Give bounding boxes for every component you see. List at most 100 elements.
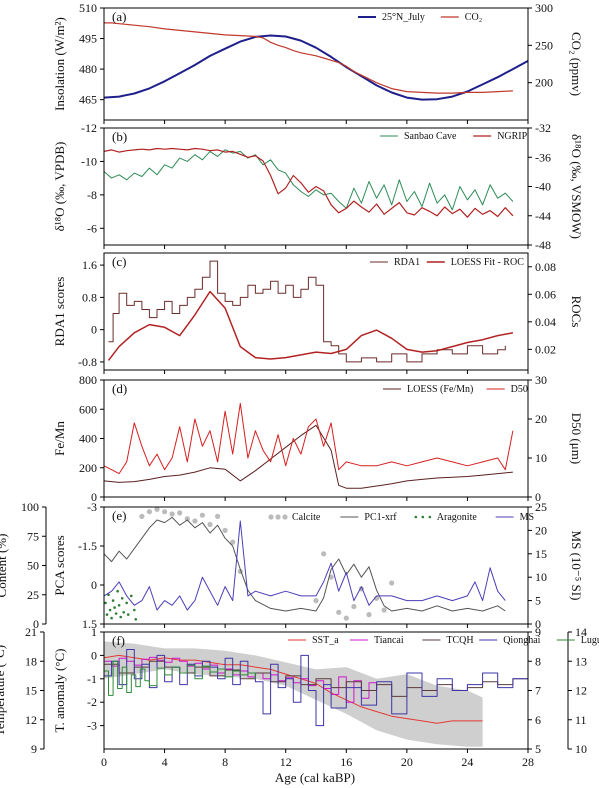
y-tick-label: 0 (91, 648, 97, 662)
y-tick-label: 21 (25, 625, 37, 639)
y-tick-label: 11 (575, 713, 587, 727)
y-tick-label: 200 (79, 461, 97, 475)
point-aragonite (133, 608, 136, 612)
point-aragonite (130, 594, 133, 598)
y-tick-label: 9 (535, 625, 541, 639)
x-tick-label: 24 (461, 755, 473, 769)
y-tick-label: -44 (535, 209, 551, 223)
y-tick-label: 5 (535, 594, 541, 608)
panel-2: -6 -8 -10 -12 δ¹⁸O (‰, VPDB) -48 -44 -40 -36 -32 δ… (52, 121, 584, 252)
panel-label: (b) (112, 129, 127, 144)
series-line-qionghai (104, 649, 529, 727)
y-tick-label: -1.5 (78, 539, 97, 553)
panel-label: (d) (112, 381, 127, 396)
y-tick-label: 0 (535, 490, 541, 504)
y-tick-label: -6 (87, 221, 97, 235)
legend-label: PC1-xrf (364, 512, 397, 523)
y-tick-label: 5 (535, 742, 541, 756)
y-axis-label: Content (%) (0, 534, 9, 598)
series-line-rda1 (108, 260, 506, 363)
y-tick-label: 25 (27, 588, 39, 602)
series-line-loess-fit-roc (107, 290, 514, 361)
point-aragonite (122, 611, 125, 614)
y-tick-label: 15 (535, 547, 547, 561)
legend-marker (282, 514, 288, 520)
legend-label: Calcite (292, 512, 321, 523)
point-aragonite (108, 608, 112, 612)
legend-label: Aragonite (437, 512, 478, 523)
plot-frame (103, 379, 529, 498)
y-tick-label: 10 (575, 742, 587, 756)
y-tick-label: 0 (91, 323, 97, 337)
point-aragonite (104, 601, 107, 605)
point-aragonite (134, 618, 138, 621)
y-tick-label: 1 (91, 625, 97, 639)
point-aragonite (111, 599, 115, 602)
x-tick-label: 4 (162, 755, 168, 769)
y-axis-label: MS (10⁻⁵ SI) (569, 531, 584, 601)
y-tick-label: 200 (535, 76, 553, 90)
legend-marker (268, 514, 274, 520)
y-tick-label: 10 (535, 570, 547, 584)
point-aragonite (105, 613, 109, 616)
y-tick-label: 400 (79, 432, 97, 446)
panel-3: -0.8 0 0.8 1.6 RDA1 scores 0.02 0.04 0.06 0.08 RO… (52, 252, 584, 374)
point-aragonite (116, 589, 119, 593)
y-tick-label: -1 (87, 672, 97, 686)
legend-label: Tiancai (374, 635, 404, 646)
y-tick-label: 0.06 (535, 287, 556, 301)
legend-marker (428, 515, 432, 519)
legend-label: LOESS Fit - ROC (451, 257, 524, 268)
panel-label: (c) (112, 254, 126, 269)
y-tick-label: 0 (91, 490, 97, 504)
y-tick-label: -3 (87, 500, 97, 514)
legend-label: MS (520, 512, 534, 523)
point-calcite (177, 510, 183, 516)
y-tick-label: 6 (535, 713, 541, 727)
y-axis-label: CO₂ (ppmv) (569, 32, 584, 96)
point-aragonite (107, 593, 110, 597)
point-calcite (313, 598, 319, 604)
legend-label: SST_a (312, 635, 339, 646)
legend-label: LOESS (Fe/Mn) (407, 384, 473, 395)
y-tick-label: 0 (33, 617, 39, 631)
y-tick-label: 1.5 (82, 617, 97, 631)
legend-label: RDA1 (394, 257, 420, 268)
y-tick-label: 9 (31, 742, 37, 756)
y-tick-label: -32 (535, 121, 551, 135)
series-line-sanbao-cave (103, 149, 514, 211)
y-tick-label: 10 (535, 451, 547, 465)
x-tick-label: 8 (222, 755, 228, 769)
point-aragonite (117, 604, 121, 607)
y-tick-label: 50 (27, 559, 39, 573)
panel-label: (f) (112, 633, 125, 648)
point-calcite (215, 513, 221, 520)
y-tick-label: 12 (25, 713, 37, 727)
y-tick-label: -2 (87, 695, 97, 709)
y-tick-label: 18 (25, 654, 37, 668)
y-axis-label: RDA1 scores (52, 277, 67, 347)
y-axis-label: D50 (μm) (569, 413, 584, 464)
x-tick-label: 12 (280, 755, 292, 769)
y-axis-label: Fe/Mn (52, 421, 67, 456)
y-tick-label: 20 (535, 412, 547, 426)
y-axis-label: ROCs (569, 296, 584, 328)
y-tick-label: -8 (87, 188, 97, 202)
y-axis-label: PCA scores (52, 535, 67, 595)
x-tick-label: 16 (340, 755, 352, 769)
legend-marker (414, 515, 418, 519)
point-calcite (336, 609, 342, 615)
point-calcite (154, 506, 160, 512)
y-tick-label: 0.04 (535, 315, 556, 329)
y-tick-label: 30 (535, 373, 547, 387)
point-calcite (343, 615, 349, 621)
point-aragonite (125, 601, 128, 605)
y-tick-label: 25 (535, 500, 547, 514)
x-tick-label: 28 (522, 755, 534, 769)
panel-6: 9 12 15 18 21 Temperature (°C) -3 -2 -1 0 1 T. anom… (0, 625, 599, 756)
y-tick-label: 510 (79, 1, 97, 15)
legend-label: NGRIP (497, 131, 527, 142)
point-calcite (321, 551, 327, 557)
y-tick-label: 75 (27, 529, 39, 543)
